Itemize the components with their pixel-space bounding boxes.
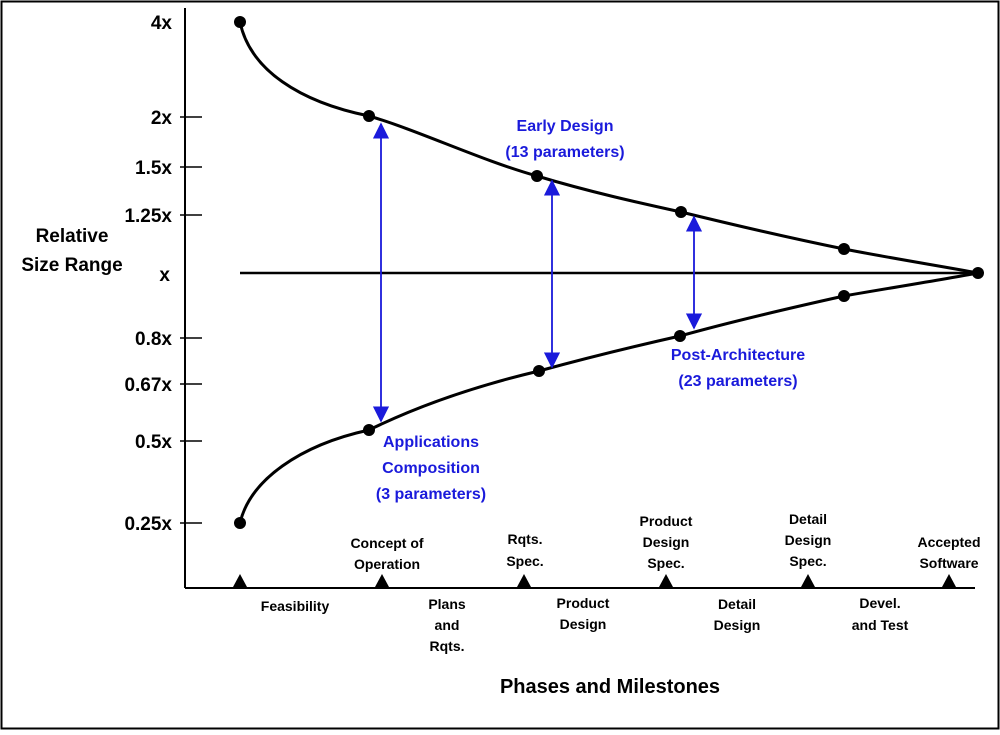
phase-devel-test-line-2: and Test (852, 617, 909, 633)
phase-plans-line-2: and (435, 617, 460, 633)
phase-detail-design-line-1: Detail (718, 596, 756, 612)
annotation-early-design-line-1: Early Design (517, 118, 614, 135)
phase-detail-design-line-2: Design (714, 617, 761, 633)
y-axis-label-line-1: Relative (36, 226, 109, 247)
phase-plans-line-3: Rqts. (430, 638, 465, 654)
phase-feasibility: Feasibility (261, 598, 330, 614)
annotation-apps-comp-line-1: Applications (383, 434, 479, 451)
milestone-detail-line-2: Design (785, 532, 832, 548)
annotation-post-architecture-line-2: (23 parameters) (678, 373, 797, 390)
milestone-detail-line-1: Detail (789, 511, 827, 527)
point-convergence (972, 267, 984, 279)
y-tick-label-0-5x: 0.5x (135, 432, 172, 453)
phase-product-design-line-2: Design (560, 616, 607, 632)
milestone-rqts-line-1: Rqts. (508, 531, 543, 547)
point-lower-product-design (674, 330, 686, 342)
milestone-marker-1 (233, 574, 247, 587)
point-upper-rqts (531, 170, 543, 182)
point-lower-concept (363, 424, 375, 436)
phase-product-design-line-1: Product (557, 595, 610, 611)
point-lower-feasibility (234, 517, 246, 529)
phase-devel-test-line-1: Devel. (859, 595, 900, 611)
y-tick-label-2x: 2x (151, 108, 173, 129)
x-axis-label: Phases and Milestones (500, 676, 720, 698)
y-tick-label-0-8x: 0.8x (135, 329, 172, 350)
point-upper-detail-design (838, 243, 850, 255)
point-upper-product-design (675, 206, 687, 218)
milestone-product-line-3: Spec. (647, 555, 684, 571)
milestone-rqts-line-2: Spec. (506, 553, 543, 569)
curve-points (234, 16, 984, 529)
y-tick-label-0-25x: 0.25x (124, 514, 172, 535)
milestone-concept-line-2: Operation (354, 556, 420, 572)
milestone-marker-5 (801, 574, 815, 587)
milestone-accepted-line-1: Accepted (917, 534, 980, 550)
y-tick-label-1-25x: 1.25x (124, 206, 172, 227)
milestone-accepted-line-2: Software (919, 555, 978, 571)
y-tick-label-0-67x: 0.67x (124, 375, 172, 396)
y-tick-label-4x: 4x (151, 13, 173, 34)
point-upper-concept (363, 110, 375, 122)
milestone-product-line-2: Design (643, 534, 690, 550)
milestone-product-line-1: Product (640, 513, 693, 529)
milestone-marker-2 (375, 574, 389, 587)
milestone-markers (233, 574, 956, 587)
y-tick-marks (180, 116, 202, 524)
y-tick-label-1-5x: 1.5x (135, 158, 172, 179)
point-lower-detail-design (838, 290, 850, 302)
annotation-post-architecture-line-1: Post-Architecture (671, 347, 805, 364)
annotation-apps-comp-line-3: (3 parameters) (376, 486, 486, 503)
milestone-detail-line-3: Spec. (789, 553, 826, 569)
milestone-marker-4 (659, 574, 673, 587)
milestone-marker-6 (942, 574, 956, 587)
phase-plans-line-1: Plans (428, 596, 466, 612)
annotation-apps-comp-line-2: Composition (382, 460, 480, 477)
y-tick-label-x: x (159, 265, 170, 286)
y-axis-label-line-2: Size Range (21, 255, 122, 276)
milestone-concept-line-1: Concept of (350, 535, 423, 551)
point-upper-feasibility (234, 16, 246, 28)
annotation-early-design-line-2: (13 parameters) (505, 144, 624, 161)
milestone-marker-3 (517, 574, 531, 587)
lower-cone-curve (238, 271, 979, 524)
point-lower-rqts (533, 365, 545, 377)
